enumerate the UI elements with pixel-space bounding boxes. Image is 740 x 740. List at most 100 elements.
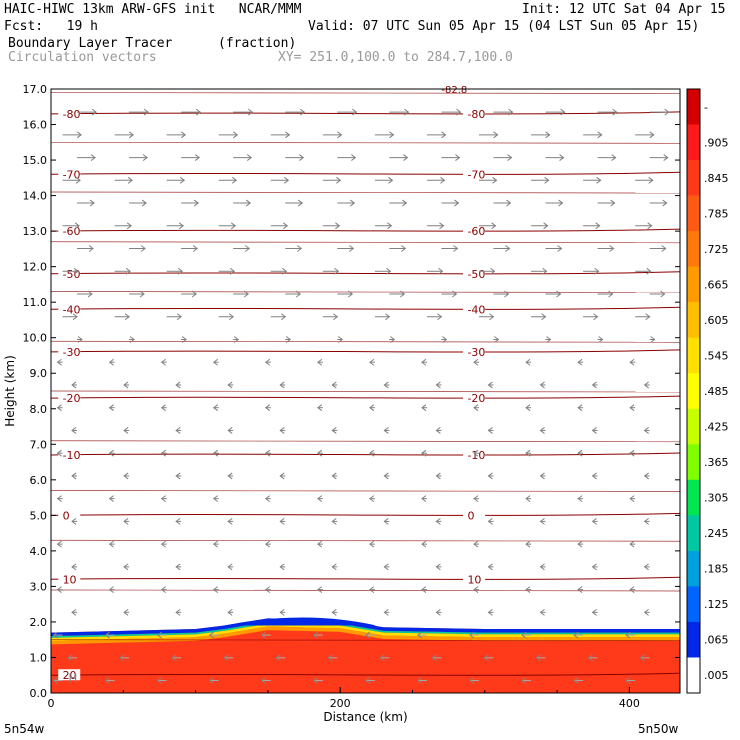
vector-head <box>598 336 604 343</box>
vector-head <box>142 154 148 161</box>
tracer-band-3 <box>51 626 680 645</box>
tracer-band-0 <box>51 618 680 637</box>
vector-head <box>388 176 394 184</box>
y-tick-label: 16.0 <box>23 119 48 132</box>
vector-head <box>193 199 200 207</box>
vector-head <box>212 449 219 457</box>
vector-head <box>629 358 635 366</box>
vector-head <box>383 608 389 616</box>
tracer-bump <box>224 617 377 626</box>
vector-head <box>245 199 252 207</box>
vector-head <box>487 472 493 480</box>
vector-head <box>591 381 597 389</box>
valid-time: Valid: 07 UTC Sun 05 Apr 15 (04 LST Sun … <box>308 19 700 34</box>
contour-label: 10 <box>63 573 77 586</box>
vector-head <box>56 358 62 366</box>
contour-label-bg <box>58 267 81 279</box>
temperature-contour <box>50 539 681 542</box>
vector-head <box>650 336 656 343</box>
vector-head <box>591 517 597 525</box>
contour-label: -80 <box>467 108 485 121</box>
vector-head <box>610 199 616 207</box>
vector-head <box>487 517 493 525</box>
vector-head <box>473 586 479 594</box>
vector-head <box>386 267 392 275</box>
vector-head <box>126 222 132 230</box>
vector-head <box>455 154 461 161</box>
vector-head <box>108 358 114 366</box>
vector-head <box>383 563 389 571</box>
vector-head <box>507 154 513 161</box>
vector-head <box>595 222 601 230</box>
vector-head <box>487 381 493 389</box>
vector-head <box>208 631 215 639</box>
vector-head <box>108 495 114 503</box>
vector-head <box>525 358 531 366</box>
y-tick-label: 8.0 <box>30 403 48 416</box>
vector-head <box>577 358 583 366</box>
vector-head <box>195 108 202 116</box>
vector-head <box>212 404 219 412</box>
temperature-contour <box>50 452 681 456</box>
vector-head <box>546 336 552 343</box>
vector-head <box>369 358 375 366</box>
vector-head <box>506 199 512 207</box>
y-tick-label: 11.0 <box>23 296 48 309</box>
vector-head <box>387 222 393 230</box>
contour-label-bg <box>463 448 486 460</box>
vector-head <box>473 404 479 412</box>
vector-head <box>521 631 527 639</box>
vector-head <box>369 404 375 412</box>
vector-head <box>281 267 288 275</box>
vector-head <box>383 517 389 525</box>
vector-head <box>73 267 79 275</box>
vector-head <box>587 654 593 662</box>
vector-head <box>369 586 375 594</box>
y-tick-label: 2.0 <box>30 616 48 629</box>
colorbar-label: .905 <box>704 136 729 149</box>
contour-label: -30 <box>63 346 81 359</box>
vector-head <box>175 563 181 571</box>
vector-head <box>390 336 396 343</box>
vector-head <box>244 245 251 252</box>
vector-head <box>646 267 652 275</box>
vector-head <box>246 154 253 161</box>
vector-head <box>383 427 389 434</box>
vector-head <box>639 654 645 662</box>
vector-head <box>661 245 667 252</box>
vector-head <box>317 586 323 594</box>
colorbar-label: .065 <box>704 634 729 647</box>
vector-head <box>421 404 427 412</box>
vector-head <box>539 517 545 525</box>
vector-head <box>643 381 649 389</box>
vector-head <box>662 199 668 207</box>
vector-head <box>643 472 649 480</box>
colorbar-label: .605 <box>704 314 729 327</box>
vector-head <box>260 677 267 684</box>
vector-head <box>508 108 514 116</box>
vector-head <box>71 427 77 434</box>
contour-label-bg <box>58 573 81 585</box>
vector-head <box>591 427 597 434</box>
contour-label-bg <box>58 168 81 180</box>
vector-head <box>264 540 271 548</box>
vector-head <box>175 381 181 389</box>
x-right-endpoint: 5n50w <box>638 722 679 736</box>
vector-head <box>52 677 58 684</box>
vector-head <box>577 449 583 457</box>
contour-label-bg <box>463 509 486 521</box>
vector-head <box>71 381 77 389</box>
vector-head <box>72 313 78 321</box>
vector-head <box>279 381 285 389</box>
vector-head <box>275 654 281 662</box>
vector-head <box>176 313 182 321</box>
vector-head <box>223 654 229 662</box>
vector-head <box>264 495 271 503</box>
vector-head <box>123 608 129 616</box>
vector-head <box>175 608 181 616</box>
vector-head <box>227 427 233 434</box>
vector-head <box>279 472 285 480</box>
vector-head <box>535 654 541 662</box>
y-tick-label: 4.0 <box>30 545 48 558</box>
vector-head <box>129 336 135 343</box>
